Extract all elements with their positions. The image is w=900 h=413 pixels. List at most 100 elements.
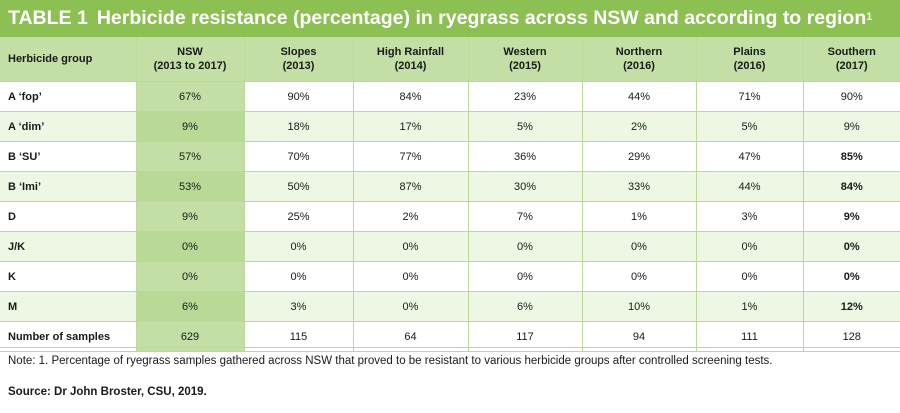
- table-cell: 0%: [244, 261, 354, 292]
- table-cell: 33%: [582, 171, 697, 202]
- table-cell: 47%: [696, 141, 804, 172]
- table-cell: 5%: [468, 111, 583, 142]
- table-cell: 9%: [136, 111, 245, 142]
- table-cell: 50%: [244, 171, 354, 202]
- row-label: B ‘SU’: [0, 141, 137, 172]
- table-row: D 9% 25% 2% 7% 1% 3% 9%: [0, 201, 900, 232]
- column-header-label: Southern: [827, 46, 876, 58]
- table-body: A ‘fop’ 67% 90% 84% 23% 44% 71% 90% A ‘dim’ 9% 18%…: [0, 81, 900, 352]
- table-cell: 30%: [468, 171, 583, 202]
- column-header-period: (2014): [394, 60, 427, 72]
- column-header-label: Herbicide group: [8, 53, 93, 65]
- table-cell: 0%: [803, 261, 900, 292]
- table-cell: 0%: [353, 261, 469, 292]
- table-cell: 9%: [136, 201, 245, 232]
- table-source: Source: Dr John Broster, CSU, 2019.: [8, 386, 207, 398]
- table-cell: 44%: [582, 81, 697, 112]
- table-cell: 87%: [353, 171, 469, 202]
- column-header-label: Slopes: [280, 46, 317, 58]
- column-header: Southern (2017): [803, 37, 900, 82]
- table-cell: 9%: [803, 201, 900, 232]
- row-label: M: [0, 291, 137, 322]
- column-header-label: Plains: [733, 46, 766, 58]
- table-cell: 0%: [582, 261, 697, 292]
- table-header: Herbicide group NSW (2013 to 2017) Slopes (2…: [0, 37, 900, 82]
- table-cell: 0%: [803, 231, 900, 262]
- column-header: Northern (2016): [582, 37, 697, 82]
- table-row: B ‘SU’ 57% 70% 77% 36% 29% 47% 85%: [0, 141, 900, 172]
- table-cell: 57%: [136, 141, 245, 172]
- table-cell: 0%: [582, 231, 697, 262]
- table-cell: 3%: [696, 201, 804, 232]
- header-row: Herbicide group NSW (2013 to 2017) Slopes (2…: [0, 37, 900, 82]
- table-cell: 67%: [136, 81, 245, 112]
- row-label: K: [0, 261, 137, 292]
- table-cell: 64: [353, 321, 469, 352]
- table-cell: 5%: [696, 111, 804, 142]
- table-row: B ‘Imi’ 53% 50% 87% 30% 33% 44% 84%: [0, 171, 900, 202]
- table-cell: 25%: [244, 201, 354, 232]
- row-label: J/K: [0, 231, 137, 262]
- table-cell: 23%: [468, 81, 583, 112]
- table-cell: 84%: [353, 81, 469, 112]
- table-cell: 0%: [244, 231, 354, 262]
- table-title: TABLE 1 Herbicide resistance (percentage…: [0, 0, 900, 37]
- table-cell: 71%: [696, 81, 804, 112]
- table-cell: 0%: [136, 231, 245, 262]
- column-header-period: (2016): [733, 60, 766, 72]
- table-cell: 0%: [468, 231, 583, 262]
- column-header-period: (2013 to 2017): [153, 60, 227, 72]
- column-header: NSW (2013 to 2017): [136, 37, 245, 82]
- column-header: Western (2015): [468, 37, 583, 82]
- table-cell: 29%: [582, 141, 697, 172]
- table-cell: 629: [136, 321, 245, 352]
- table-cell: 18%: [244, 111, 354, 142]
- table-cell: 77%: [353, 141, 469, 172]
- table-cell: 1%: [696, 291, 804, 322]
- table-cell: 53%: [136, 171, 245, 202]
- table-cell: 44%: [696, 171, 804, 202]
- table-cell: 0%: [136, 261, 245, 292]
- column-header: Plains (2016): [696, 37, 804, 82]
- table-cell: 90%: [803, 81, 900, 112]
- title-footnote-marker: 1: [866, 10, 873, 23]
- column-header: Slopes (2013): [244, 37, 354, 82]
- table-cell: 70%: [244, 141, 354, 172]
- table-number: TABLE 1: [8, 7, 88, 29]
- row-label: A ‘dim’: [0, 111, 137, 142]
- table-cell: 3%: [244, 291, 354, 322]
- table-cell: 12%: [803, 291, 900, 322]
- column-header-label: High Rainfall: [376, 46, 445, 58]
- table-cell: 2%: [353, 201, 469, 232]
- column-header-period: (2017): [835, 60, 868, 72]
- table-row: M 6% 3% 0% 6% 10% 1% 12%: [0, 291, 900, 322]
- table-cell: 0%: [353, 231, 469, 262]
- table-cell: 10%: [582, 291, 697, 322]
- column-header-label: Northern: [615, 46, 663, 58]
- row-label: A ‘fop’: [0, 81, 137, 112]
- resistance-table: Herbicide group NSW (2013 to 2017) Slopes (2…: [0, 37, 900, 352]
- table-cell: 0%: [696, 231, 804, 262]
- column-header-label: NSW: [177, 46, 203, 58]
- column-header-herbicide-group: Herbicide group: [0, 37, 137, 82]
- table-cell: 6%: [468, 291, 583, 322]
- table-row: Number of samples 629 115 64 117 94 111 128: [0, 321, 900, 352]
- row-label: D: [0, 201, 137, 232]
- column-header: High Rainfall (2014): [353, 37, 469, 82]
- table-cell: 36%: [468, 141, 583, 172]
- table-cell: 85%: [803, 141, 900, 172]
- table-cell: 9%: [803, 111, 900, 142]
- table-title-text: Herbicide resistance (percentage) in rye…: [96, 7, 867, 29]
- table-row: J/K 0% 0% 0% 0% 0% 0% 0%: [0, 231, 900, 262]
- table-row: K 0% 0% 0% 0% 0% 0% 0%: [0, 261, 900, 292]
- table-cell: 90%: [244, 81, 354, 112]
- row-label: Number of samples: [0, 321, 137, 352]
- table-cell: 111: [696, 321, 804, 352]
- table-cell: 84%: [803, 171, 900, 202]
- table-cell: 7%: [468, 201, 583, 232]
- column-header-period: (2013): [282, 60, 315, 72]
- table-cell: 0%: [696, 261, 804, 292]
- table-cell: 0%: [353, 291, 469, 322]
- table-cell: 1%: [582, 201, 697, 232]
